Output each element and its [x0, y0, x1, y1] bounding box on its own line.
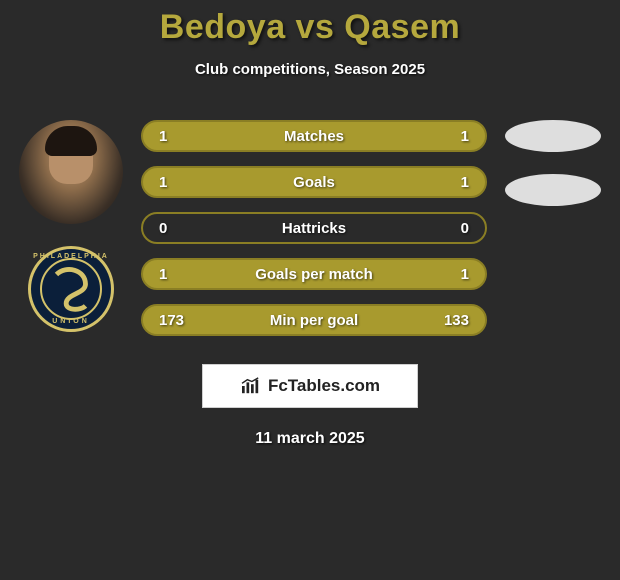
stat-value-right: 1 [461, 266, 469, 283]
brand-text: FcTables.com [268, 376, 380, 396]
stat-value-left: 1 [159, 266, 167, 283]
comparison-main: PHILADELPHIA UNION 1 Matches 1 1 Goals 1 0 Hatt… [0, 120, 620, 336]
stat-label: Goals [293, 174, 335, 191]
player-avatar-placeholder [505, 120, 601, 152]
chart-icon [240, 377, 262, 395]
club-logo-placeholder [505, 174, 601, 206]
club-name-bottom: UNION [31, 318, 111, 325]
subtitle: Club competitions, Season 2025 [0, 61, 620, 78]
stat-row: 1 Matches 1 [141, 120, 487, 152]
brand-badge[interactable]: FcTables.com [202, 364, 418, 408]
stat-value-right: 0 [461, 220, 469, 237]
stat-row: 1 Goals 1 [141, 166, 487, 198]
stat-label: Goals per match [255, 266, 373, 283]
date-label: 11 march 2025 [0, 430, 620, 448]
player-avatar [19, 120, 123, 224]
stat-label: Hattricks [282, 220, 346, 237]
stat-row: 173 Min per goal 133 [141, 304, 487, 336]
right-player-column [505, 120, 601, 206]
stat-label: Min per goal [270, 312, 358, 329]
stat-value-left: 1 [159, 128, 167, 145]
stat-value-left: 173 [159, 312, 184, 329]
club-logo: PHILADELPHIA UNION [28, 246, 114, 332]
stats-column: 1 Matches 1 1 Goals 1 0 Hattricks 0 1 Goals per ma… [141, 120, 487, 336]
stat-value-left: 0 [159, 220, 167, 237]
club-name-top: PHILADELPHIA [31, 253, 111, 260]
stat-value-left: 1 [159, 174, 167, 191]
stat-value-right: 1 [461, 174, 469, 191]
page-title: Bedoya vs Qasem [0, 8, 620, 47]
left-player-column: PHILADELPHIA UNION [19, 120, 123, 332]
stat-label: Matches [284, 128, 344, 145]
club-logo-snake-icon [40, 258, 102, 320]
stat-row: 1 Goals per match 1 [141, 258, 487, 290]
stat-value-right: 1 [461, 128, 469, 145]
stat-value-right: 133 [444, 312, 469, 329]
stat-row: 0 Hattricks 0 [141, 212, 487, 244]
